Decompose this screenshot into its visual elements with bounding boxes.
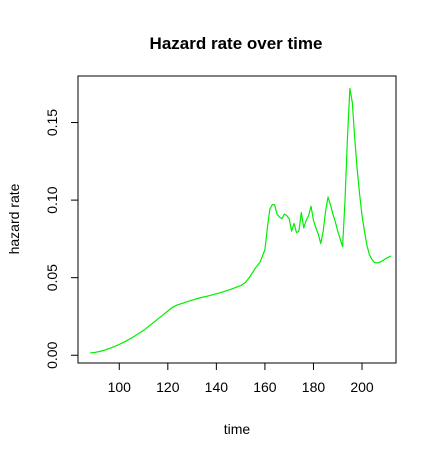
chart-title: Hazard rate over time bbox=[150, 34, 323, 53]
y-tick-label-3: 0.15 bbox=[44, 109, 60, 136]
y-tick-label-2: 0.10 bbox=[44, 186, 60, 213]
x-tick-label-160: 160 bbox=[253, 379, 277, 395]
y-axis: 0.00 0.05 0.10 0.15 bbox=[44, 109, 79, 369]
x-tick-label-200: 200 bbox=[350, 379, 374, 395]
y-tick-label-0: 0.00 bbox=[44, 341, 60, 368]
y-axis-label: hazard rate bbox=[6, 183, 22, 254]
y-tick-label-1: 0.05 bbox=[44, 264, 60, 291]
x-tick-label-100: 100 bbox=[108, 379, 132, 395]
x-axis: 100 120 140 160 180 200 bbox=[108, 362, 374, 395]
series-line-0 bbox=[90, 87, 392, 354]
series-layer bbox=[90, 87, 392, 354]
x-axis-label: time bbox=[224, 421, 251, 437]
x-tick-label-180: 180 bbox=[302, 379, 326, 395]
x-tick-label-140: 140 bbox=[205, 379, 229, 395]
x-tick-label-120: 120 bbox=[156, 379, 180, 395]
